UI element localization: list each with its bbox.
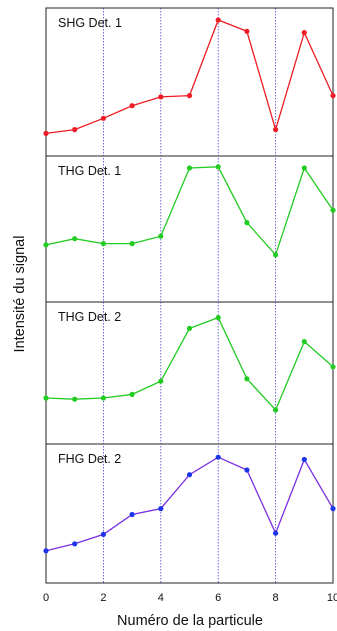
- data-point-1-9: [301, 29, 307, 36]
- data-point-4-4: [158, 506, 164, 512]
- data-point-4-10: [330, 506, 336, 512]
- panel-frames: [45, 7, 334, 584]
- x-axis-label: Numéro de la particule: [117, 613, 263, 629]
- data-point-3-4: [158, 378, 164, 384]
- series-line-1: [45, 19, 334, 135]
- series-line-4: [45, 456, 334, 552]
- series-layer: [43, 17, 336, 554]
- data-point-2-2: [100, 241, 106, 247]
- data-point-3-8: [273, 407, 279, 413]
- panel-frame-4: [45, 443, 334, 584]
- y-axis-label: Intensité du signal: [12, 236, 28, 353]
- data-point-1-5: [186, 93, 193, 99]
- data-point-1-10: [330, 93, 336, 99]
- series-line-2: [45, 166, 334, 257]
- data-point-1-6: [215, 17, 221, 23]
- data-point-2-4: [158, 233, 164, 239]
- data-point-1-4: [158, 94, 164, 100]
- data-point-1-3: [129, 103, 135, 109]
- x-tick-label-8: 8: [273, 592, 279, 604]
- data-point-4-9: [301, 456, 307, 463]
- data-point-3-10: [330, 364, 336, 370]
- data-point-1-7: [244, 28, 250, 34]
- panel-title-4: FHG Det. 2: [58, 452, 121, 466]
- panel-title-2: THG Det. 1: [58, 164, 121, 178]
- data-point-4-5: [186, 472, 193, 478]
- data-point-2-7: [244, 220, 250, 226]
- data-point-2-10: [330, 207, 336, 213]
- data-point-1-8: [273, 127, 279, 133]
- data-point-3-5: [186, 325, 193, 331]
- data-point-4-2: [100, 531, 106, 538]
- x-tick-labels: 0 2 4 6 8 10: [43, 592, 337, 604]
- x-tick-label-6: 6: [215, 592, 221, 604]
- data-point-2-8: [273, 252, 279, 258]
- data-point-2-1: [72, 236, 78, 242]
- data-point-2-9: [301, 165, 307, 171]
- data-point-3-7: [244, 376, 250, 382]
- data-point-3-0: [43, 395, 49, 401]
- data-point-1-1: [72, 127, 78, 133]
- x-tick-label-10: 10: [327, 592, 337, 604]
- data-point-2-5: [186, 165, 193, 171]
- panel-titles: SHG Det. 1 THG Det. 1 THG Det. 2 FHG Det. 2: [58, 16, 122, 466]
- data-point-4-3: [129, 511, 135, 518]
- series-line-3: [45, 316, 334, 412]
- data-point-3-1: [72, 396, 78, 402]
- data-point-2-0: [43, 242, 49, 248]
- data-point-2-6: [215, 164, 221, 170]
- data-point-3-2: [100, 395, 106, 401]
- data-point-4-6: [215, 454, 221, 460]
- data-point-4-1: [72, 541, 78, 547]
- data-point-1-0: [43, 130, 49, 136]
- x-tick-label-2: 2: [100, 592, 106, 604]
- data-point-1-2: [100, 115, 106, 121]
- x-tick-label-0: 0: [43, 592, 49, 604]
- data-point-4-7: [244, 467, 250, 473]
- data-point-4-8: [273, 530, 279, 536]
- data-point-4-0: [43, 548, 49, 554]
- x-tick-label-4: 4: [158, 592, 164, 604]
- panel-title-3: THG Det. 2: [58, 310, 121, 324]
- data-point-3-3: [129, 391, 135, 397]
- panel-title-1: SHG Det. 1: [58, 16, 122, 30]
- data-point-2-3: [129, 241, 135, 247]
- data-point-3-9: [301, 339, 307, 345]
- data-point-3-6: [215, 315, 221, 321]
